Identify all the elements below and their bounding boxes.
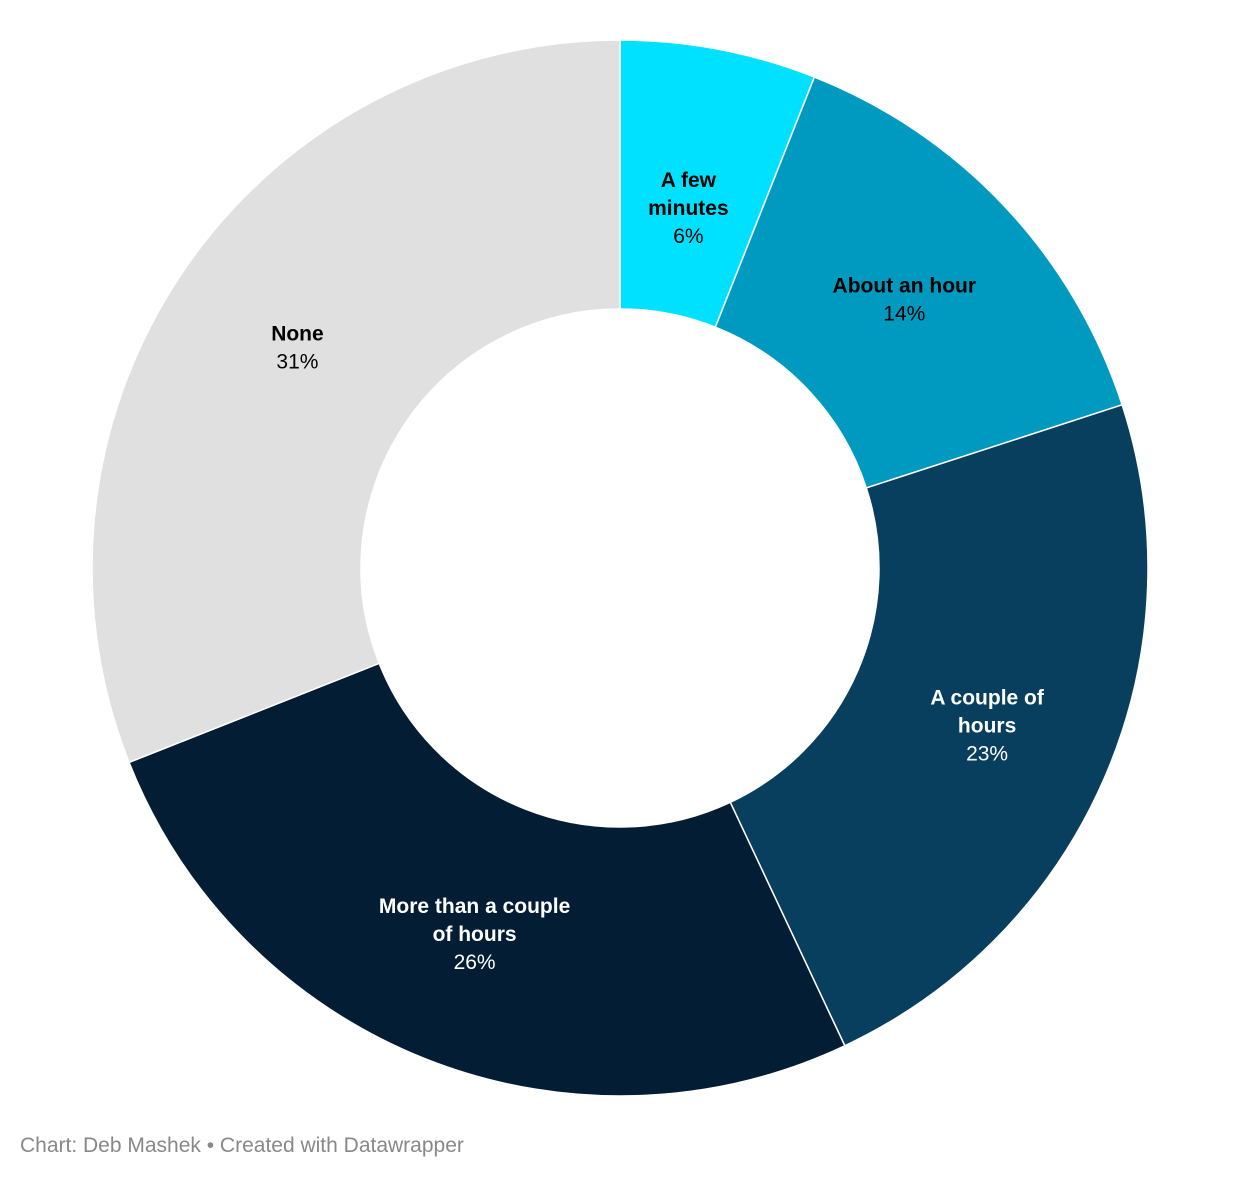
slice-value-label: 6% (673, 225, 703, 248)
slice-none (91, 39, 621, 764)
slice-name-label: of hours (433, 923, 517, 946)
slice-name-label: hours (958, 714, 1016, 737)
slice-value-label: 26% (454, 951, 496, 974)
chart-credit: Chart: Deb Mashek • Created with Datawra… (20, 1134, 464, 1157)
slice-name-label: minutes (648, 197, 729, 220)
slice-label-a-few-minutes: A few minutes 6% (648, 169, 729, 248)
slice-a-couple-of-hours (729, 403, 1149, 1047)
slice-value-label: 14% (883, 303, 925, 326)
slice-label-none: None 31% (271, 322, 324, 373)
slice-value-label: 31% (276, 350, 318, 373)
slice-name-label: A couple of (930, 686, 1045, 709)
slice-name-label: More than a couple (379, 895, 570, 918)
slice-label-more-than-a-couple-of-hours: More than a couple of hours 26% (379, 895, 570, 974)
donut-slices (91, 39, 1149, 1097)
donut-labels: A few minutes 6% About an hour 14% A couple o… (271, 169, 1045, 974)
slice-name-label: About an hour (833, 275, 976, 298)
slice-name-label: None (271, 322, 324, 345)
slice-about-an-hour (714, 76, 1124, 489)
slice-more-than-a-couple-of-hours (128, 662, 846, 1097)
slice-value-label: 23% (966, 742, 1008, 765)
slice-name-label: A few (661, 169, 717, 192)
slice-label-a-couple-of-hours: A couple of hours 23% (930, 686, 1045, 765)
slice-label-about-an-hour: About an hour 14% (833, 275, 976, 326)
